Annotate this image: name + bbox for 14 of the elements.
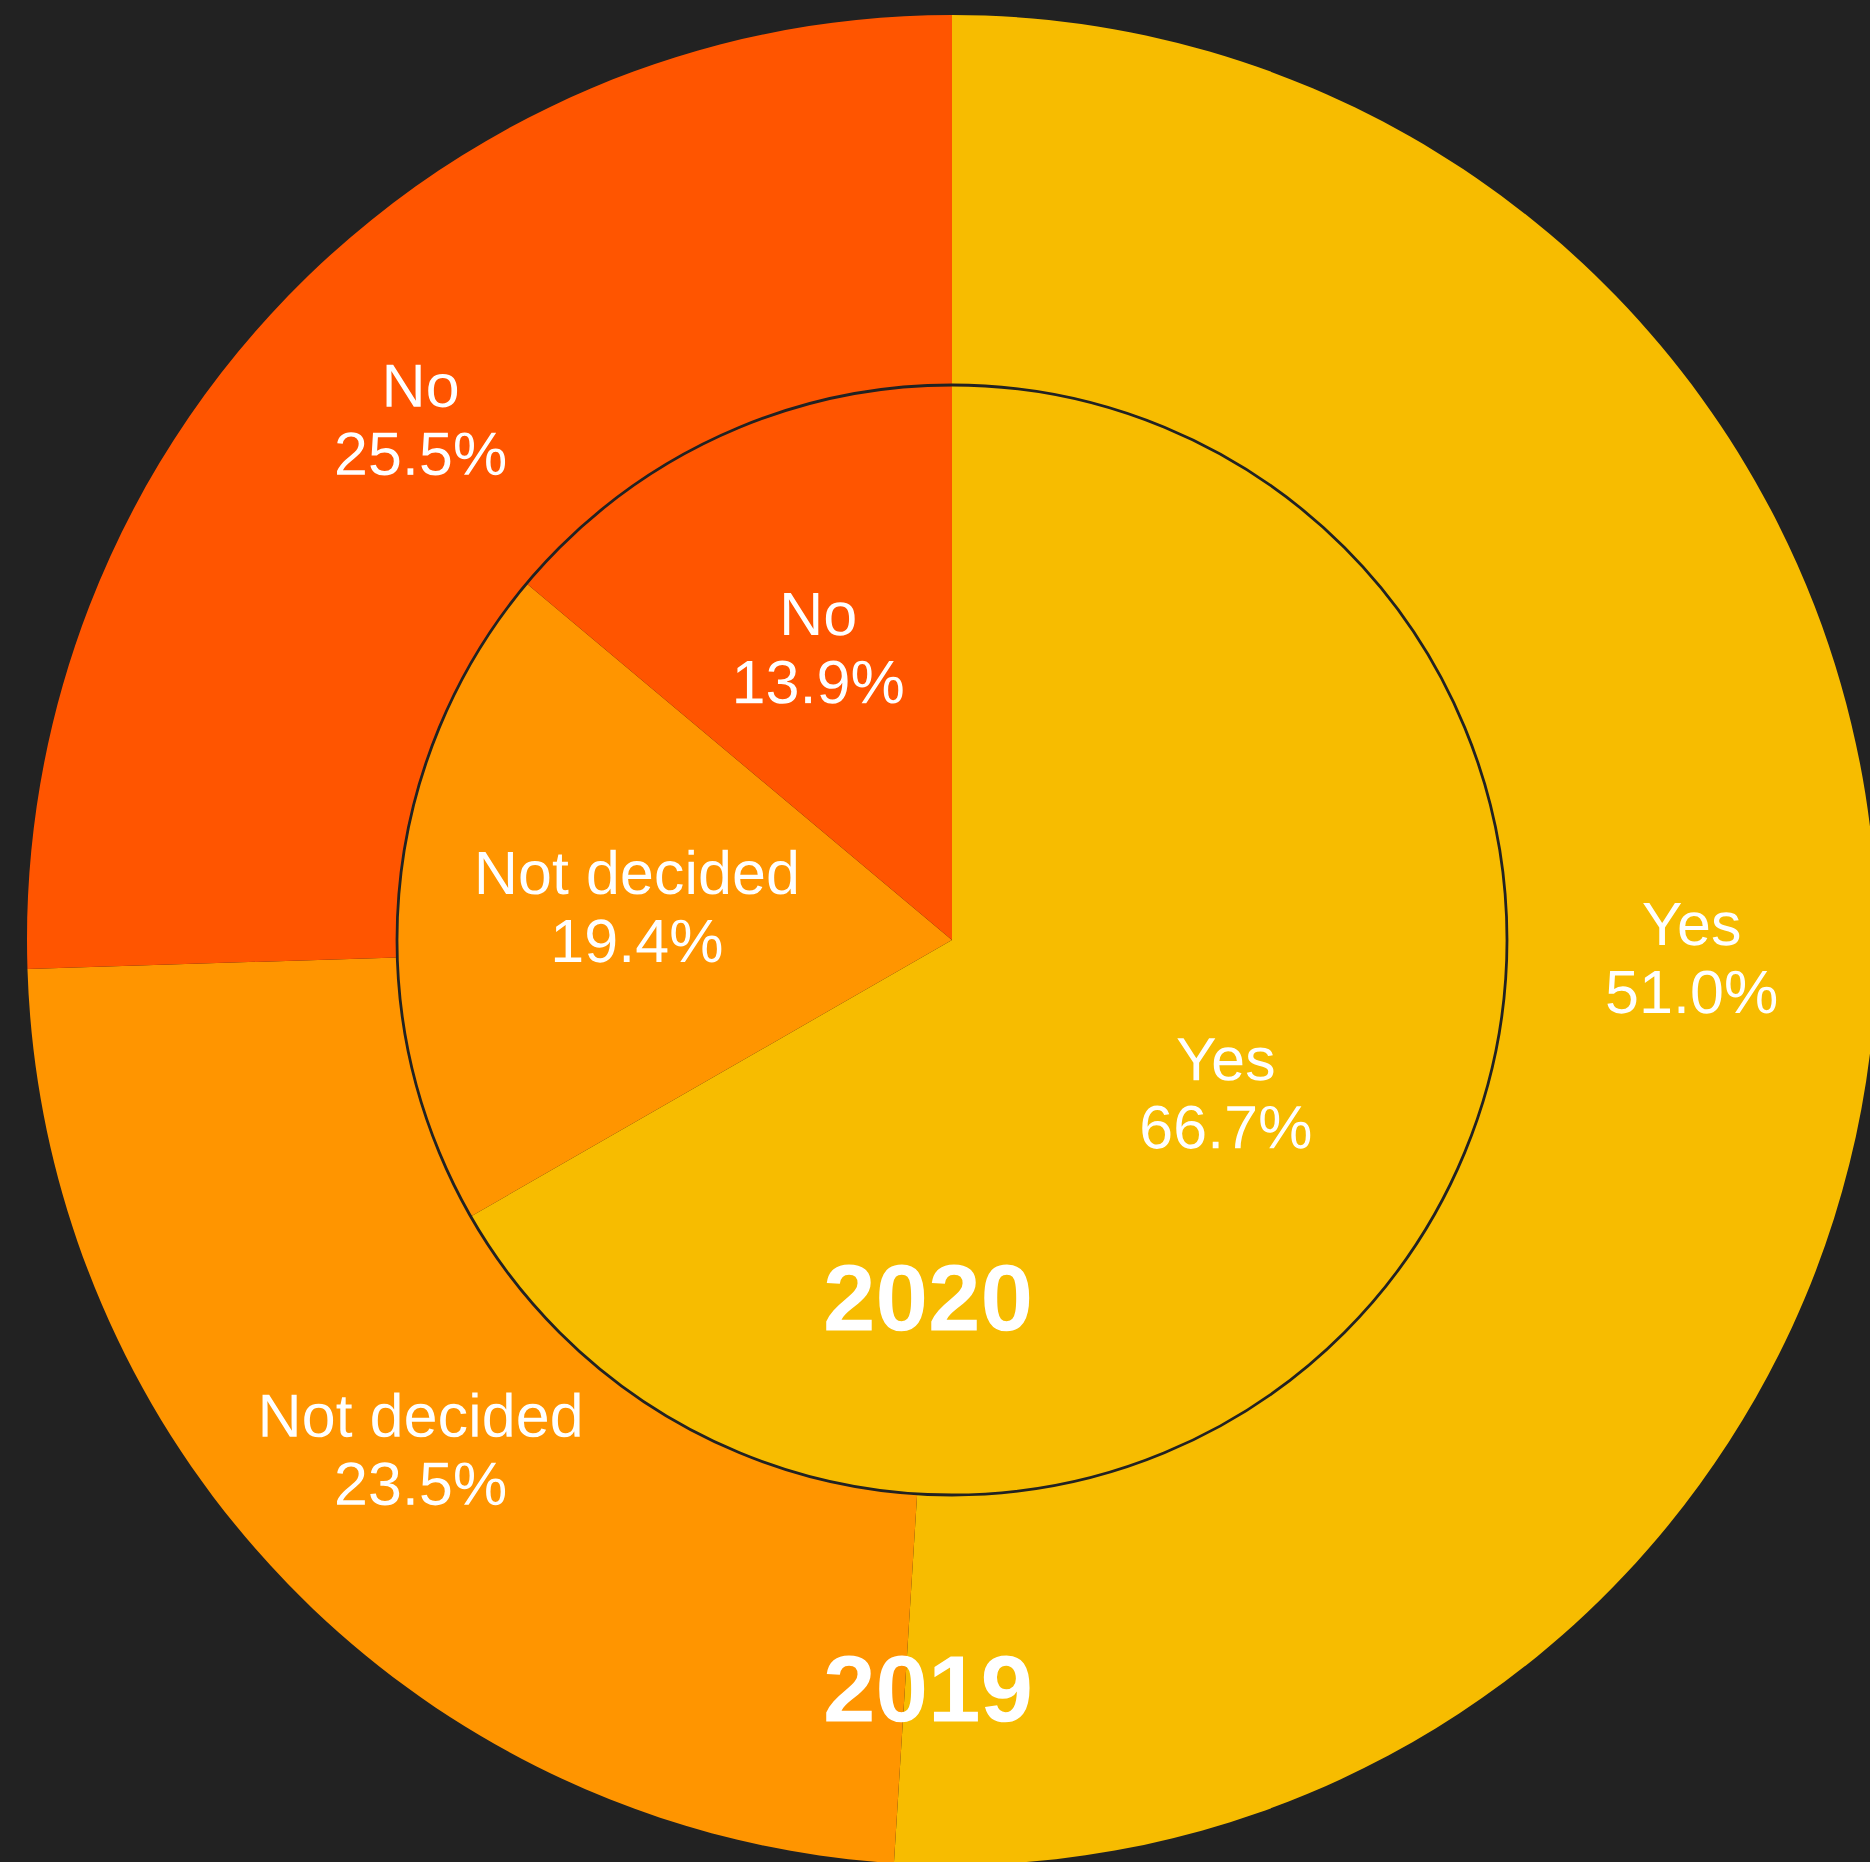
slice-label: Yes	[1177, 1038, 1274, 1081]
slice-label: 2019	[826, 1655, 1030, 1723]
slice-label: 2020	[826, 1264, 1030, 1332]
data-label: 66.7%	[1142, 1105, 1311, 1149]
data-label: 23.5%	[337, 1462, 506, 1506]
slice-label: No	[784, 593, 855, 636]
data-label: 13.9%	[736, 660, 903, 704]
slice-label: Not decided	[262, 1392, 580, 1438]
slice-label: Yes	[1643, 902, 1740, 946]
data-label: 19.4%	[554, 919, 722, 963]
data-label: 51.0%	[1607, 970, 1777, 1014]
slice-label: No	[386, 364, 458, 408]
category-label: Not decided	[478, 849, 797, 895]
data-label: 25.5%	[337, 432, 506, 476]
